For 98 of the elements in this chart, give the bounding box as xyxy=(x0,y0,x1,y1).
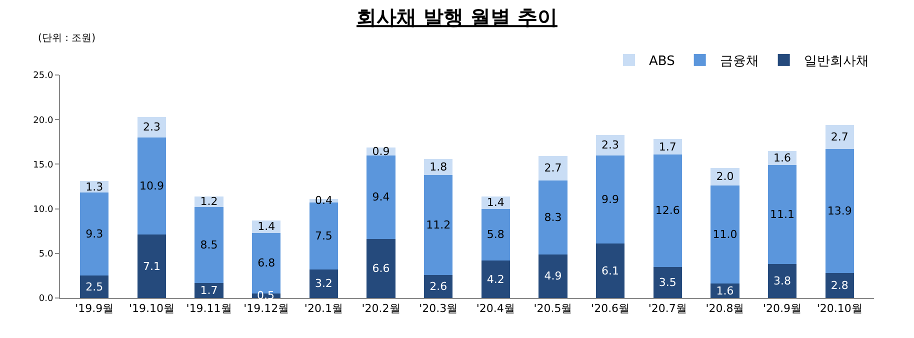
chart-title: 회사채 발행 월별 추이 xyxy=(356,5,558,30)
bar xyxy=(825,273,854,298)
data-label: 11.2 xyxy=(426,218,451,232)
data-label: 2.8 xyxy=(830,279,848,292)
y-tick-label: 15.0 xyxy=(33,160,54,170)
y-tick-label: 25.0 xyxy=(33,71,54,82)
legend-label: ABS xyxy=(649,54,675,70)
x-tick-label: '20.10월 xyxy=(816,302,862,316)
bar xyxy=(825,124,854,150)
data-label: 6.8 xyxy=(258,256,276,270)
bar xyxy=(137,116,166,138)
data-label: 3.2 xyxy=(314,277,332,290)
data-label: 1.8 xyxy=(430,160,448,174)
data-label: 2.3 xyxy=(602,138,620,152)
bar xyxy=(538,180,568,254)
bar xyxy=(366,155,396,240)
bar xyxy=(596,134,625,156)
x-tick-label: '19.9월 xyxy=(75,302,114,316)
data-label: 2.0 xyxy=(716,170,734,184)
data-label: 6.6 xyxy=(372,262,390,276)
data-label: 2.6 xyxy=(430,280,448,293)
x-tick-label: '19.11월 xyxy=(186,302,232,316)
x-tick-label: '19.12월 xyxy=(244,302,290,316)
data-label: 11.0 xyxy=(712,228,738,242)
bar xyxy=(309,202,338,270)
data-label: 11.1 xyxy=(770,208,795,222)
data-label: 2.3 xyxy=(142,120,160,134)
x-tick-label: '20.4월 xyxy=(476,302,515,316)
data-label: 1.7 xyxy=(200,284,218,297)
data-label: 0.9 xyxy=(372,144,390,158)
data-label: 8.5 xyxy=(200,238,218,252)
bar xyxy=(194,207,224,283)
data-label: 7.1 xyxy=(142,260,160,273)
data-label: 10.9 xyxy=(139,180,164,193)
data-label: 3.8 xyxy=(774,274,792,288)
legend-label: 일반회사채 xyxy=(804,54,869,70)
data-label: 4.9 xyxy=(544,270,562,283)
bar xyxy=(481,260,510,298)
bar xyxy=(768,165,797,264)
bar xyxy=(424,174,453,275)
bar xyxy=(825,149,854,274)
x-tick-label: '20.5월 xyxy=(534,302,572,316)
data-label: 8.3 xyxy=(544,210,562,224)
bar xyxy=(538,254,568,298)
data-label: 9.9 xyxy=(602,192,620,206)
bar xyxy=(80,192,109,276)
bar xyxy=(596,244,625,298)
bar xyxy=(366,239,396,298)
text: (단위 : 조원) xyxy=(38,33,96,44)
data-label: 9.4 xyxy=(372,190,390,204)
data-label: 12.6 xyxy=(655,204,680,218)
bar xyxy=(596,155,625,244)
data-label: 6.1 xyxy=(602,264,620,278)
data-label: 1.7 xyxy=(658,140,676,154)
data-label: 5.8 xyxy=(486,228,504,242)
bar xyxy=(481,208,510,261)
x-tick-label: '20.8월 xyxy=(706,302,744,316)
data-label: 9.3 xyxy=(86,228,104,241)
y-tick-label: 10.0 xyxy=(33,204,54,215)
bar xyxy=(653,139,682,154)
bar xyxy=(424,274,453,298)
data-label: 0.4 xyxy=(315,194,332,207)
bar xyxy=(653,266,682,298)
y-tick-label: 5.0 xyxy=(38,250,54,260)
data-label: 1.6 xyxy=(774,151,792,164)
bar xyxy=(137,234,166,298)
y-tick-label: 0.0 xyxy=(38,294,54,304)
x-tick-label: '20.3월 xyxy=(419,302,458,316)
bar xyxy=(309,269,338,298)
x-tick-label: '20.9월 xyxy=(763,302,802,316)
bar xyxy=(538,156,568,180)
data-label: 1.4 xyxy=(486,196,504,210)
legend-label: 금융채 xyxy=(720,54,759,70)
data-label: 1.3 xyxy=(86,180,104,194)
data-label: 3.5 xyxy=(658,276,676,289)
data-label: 1.2 xyxy=(200,195,218,208)
x-tick-label: '20.1월 xyxy=(304,302,343,316)
x-tick-label: '20.2월 xyxy=(362,302,400,316)
bar xyxy=(194,282,224,298)
bar xyxy=(710,186,740,284)
data-label: 1.4 xyxy=(258,220,276,234)
x-tick-label: '19.10월 xyxy=(128,302,174,316)
data-label: 2.5 xyxy=(86,280,104,294)
data-label: 2.7 xyxy=(830,130,848,144)
bar xyxy=(710,284,740,298)
data-label: 1.6 xyxy=(716,284,734,298)
data-label: 4.2 xyxy=(486,272,504,286)
bar xyxy=(137,137,166,235)
data-label: 13.9 xyxy=(827,204,852,218)
x-tick-label: '20.6월 xyxy=(591,302,630,316)
bar xyxy=(768,264,797,298)
data-label: 0.5 xyxy=(257,289,274,302)
y-tick-label: 20.0 xyxy=(33,116,54,126)
data-label: 2.7 xyxy=(544,162,562,175)
x-tick-label: '20.7월 xyxy=(648,302,687,316)
data-label: 7.5 xyxy=(314,230,332,243)
bar xyxy=(653,154,682,267)
bar xyxy=(80,276,109,298)
